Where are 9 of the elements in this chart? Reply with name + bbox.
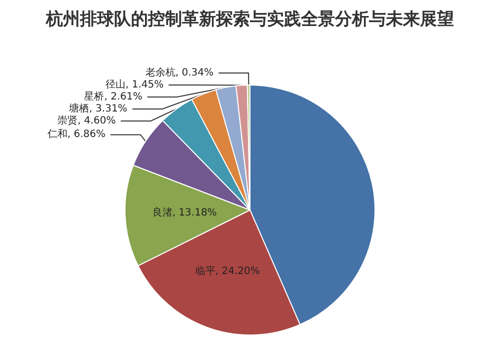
- slice-label: 临平, 24.20%: [195, 265, 260, 278]
- slice-label: 径山, 1.45%: [105, 78, 164, 91]
- slice-label: 良渚, 13.18%: [152, 206, 217, 219]
- slice-label: 仁和, 6.86%: [47, 128, 106, 140]
- slice-label: 崇贤, 4.60%: [58, 114, 116, 127]
- chart-title: 杭州排球队的控制革新探索与实践全景分析与未来展望: [45, 10, 454, 30]
- slice-label: 星桥, 2.61%: [84, 90, 142, 103]
- slice-label: 老余杭, 0.34%: [145, 66, 214, 79]
- slice-label: 塘栖, 3.31%: [68, 102, 128, 115]
